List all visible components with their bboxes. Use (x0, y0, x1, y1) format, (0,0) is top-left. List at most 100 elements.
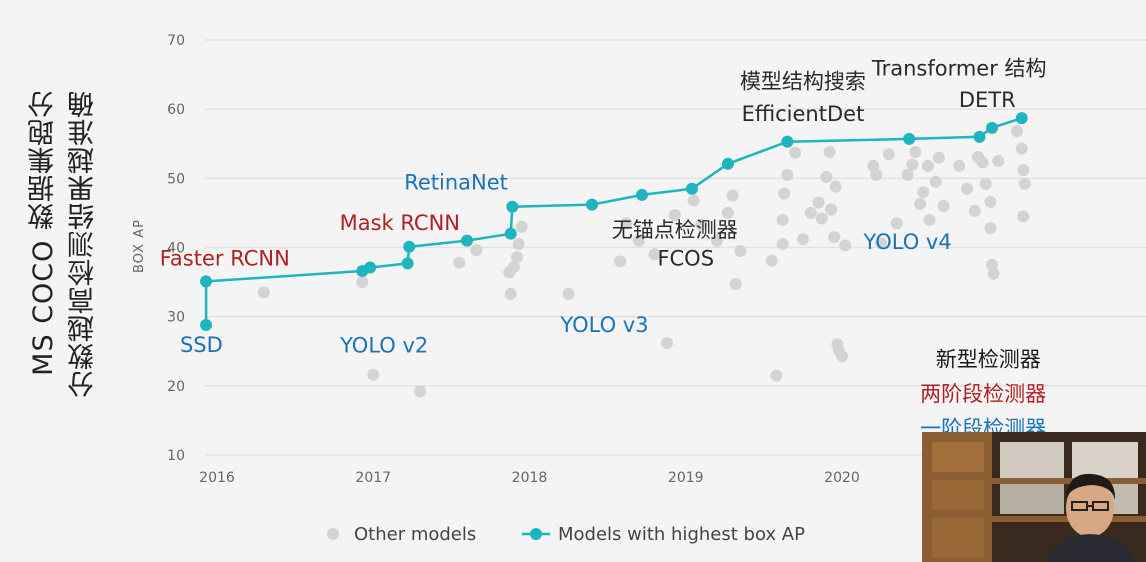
other-model-point (932, 151, 945, 164)
highest-ap-point (506, 200, 519, 213)
annotation-label: RetinaNet (404, 170, 508, 194)
other-model-point (953, 159, 966, 172)
annotation-label: Mask RCNN (340, 211, 460, 235)
other-model-point (721, 206, 734, 219)
presenter-webcam (922, 432, 1146, 562)
y-tick-label: 40 (167, 241, 185, 257)
other-model-point (828, 231, 841, 244)
x-tick-label: 2017 (355, 470, 391, 486)
annotation-label: 新型检测器 (936, 347, 1041, 371)
other-model-point (668, 208, 681, 221)
other-model-point (804, 206, 817, 219)
highest-ap-point (504, 227, 517, 240)
other-model-point (356, 276, 369, 289)
other-model-point (909, 146, 922, 159)
other-model-point (1017, 164, 1030, 177)
x-tick-label: 2018 (512, 470, 548, 486)
other-model-point (781, 168, 794, 181)
other-model-point (890, 217, 903, 230)
highest-ap-point (986, 121, 998, 134)
annotation-label: 两阶段检测器 (920, 382, 1046, 406)
other-model-point (815, 212, 828, 225)
annotation-label: SSD (180, 333, 223, 357)
annotation-label: 无锚点检测器 (612, 218, 738, 242)
other-model-point (986, 258, 998, 271)
other-model-point (726, 189, 739, 202)
other-model-point (937, 200, 950, 212)
other-model-point (770, 369, 783, 382)
other-model-point (875, 237, 888, 250)
other-model-point (257, 286, 270, 299)
other-model-point (839, 239, 852, 252)
other-model-point (661, 336, 673, 349)
annotation-label: Faster RCNN (160, 246, 290, 270)
legend-other-marker (327, 528, 339, 540)
other-model-point (515, 220, 528, 233)
y-tick-label: 20 (167, 379, 185, 395)
highest-ap-point (200, 318, 213, 331)
other-model-point (504, 287, 517, 300)
legend-best-marker (530, 528, 542, 540)
highest-ap-point (200, 275, 213, 288)
other-model-point (789, 146, 802, 159)
other-model-point (820, 170, 833, 183)
other-model-point (825, 203, 838, 216)
other-model-point (453, 256, 466, 269)
other-model-point (921, 159, 934, 172)
other-model-point (979, 177, 992, 190)
annotation-label: 模型结构搜索 (740, 69, 866, 93)
highest-ap-point (586, 198, 598, 211)
legend-other-label: Other models (354, 524, 476, 545)
annotation-label: EfficientDet (742, 102, 865, 126)
other-model-point (614, 255, 627, 268)
annotation-label: YOLO v3 (559, 313, 648, 337)
other-model-point (367, 368, 380, 381)
other-model-point (968, 204, 981, 217)
other-model-point (765, 254, 778, 267)
other-model-point (914, 197, 927, 210)
other-model-point (992, 155, 1005, 168)
other-model-point (796, 233, 809, 246)
other-model-point (829, 180, 842, 193)
other-model-point (923, 213, 936, 226)
other-model-point (695, 218, 708, 231)
other-model-point (901, 168, 914, 181)
annotation-label: YOLO v2 (339, 334, 428, 358)
other-model-point (470, 244, 483, 257)
highest-ap-point (903, 132, 916, 145)
x-tick-label: 2020 (824, 470, 860, 486)
other-model-point (976, 156, 989, 169)
other-model-point (882, 148, 895, 161)
other-model-point (984, 195, 997, 208)
other-model-point (711, 234, 723, 247)
other-model-point (776, 213, 789, 226)
other-model-point (812, 196, 825, 209)
other-model-point (507, 260, 520, 273)
other-model-point (836, 350, 848, 363)
x-tick-label: 2016 (199, 470, 235, 486)
annotation-label: FCOS (657, 246, 714, 270)
annotation-label: Transformer 结构 (871, 56, 1047, 80)
x-tick-label: 2019 (668, 470, 704, 486)
y-axis-label: BOX AP (132, 219, 147, 273)
legend-best-label: Models with highest box AP (558, 524, 805, 545)
other-model-point (1018, 177, 1031, 190)
highest-ap-point (401, 257, 414, 270)
highest-ap-point (403, 240, 416, 253)
other-model-point (620, 217, 633, 230)
other-model-point (648, 248, 661, 261)
other-model-point (906, 158, 919, 171)
other-model-point (984, 222, 997, 235)
other-model-point (687, 194, 700, 207)
other-model-point (929, 175, 942, 188)
other-model-point (734, 244, 747, 257)
highest-ap-point (721, 157, 734, 170)
other-model-point (729, 278, 742, 291)
highest-ap-point (686, 182, 698, 195)
other-model-point (778, 187, 791, 200)
other-model-point (1017, 210, 1030, 223)
annotation-label: YOLO v4 (863, 230, 952, 254)
other-model-point (776, 238, 789, 251)
